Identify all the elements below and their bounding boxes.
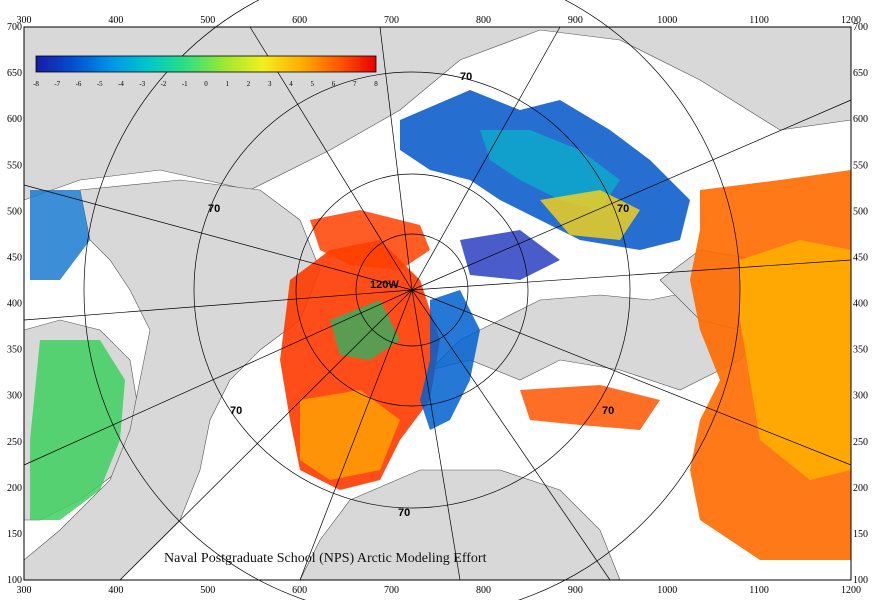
- colorbar-tick-label: 6: [332, 80, 336, 88]
- y-axis-tick-left: 200: [7, 483, 22, 494]
- x-axis-tick-bottom: 500: [200, 585, 215, 596]
- colorbar-scale: [35, 55, 377, 73]
- x-axis-tick-bottom: 1100: [749, 585, 769, 596]
- contour-label-120W: 120W: [370, 279, 399, 291]
- colorbar-tick-label: 8: [374, 80, 378, 88]
- x-axis-tick-top: 1000: [657, 15, 677, 26]
- x-axis-tick-bottom: 300: [17, 585, 32, 596]
- colorbar-tick-label: 2: [247, 80, 251, 88]
- colorbar-tick-label: -8: [33, 80, 39, 88]
- y-axis-tick-left: 400: [7, 299, 22, 310]
- x-axis-ticks-top: 300 400 500 600 700 800 900 1000 1100 1200: [17, 15, 862, 26]
- colorbar-tick-label: 1: [226, 80, 230, 88]
- colorbar-tick-labels: -8 -7 -6 -5 -4 -3 -2 -1 0 1 2 3 4 5 6 7 8: [33, 80, 378, 88]
- y-axis-tick-right: 650: [853, 68, 868, 79]
- x-axis-tick-top: 600: [292, 15, 307, 26]
- x-axis-tick-bottom: 800: [476, 585, 491, 596]
- colorbar-tick-label: 5: [311, 80, 315, 88]
- y-axis-tick-right: 100: [853, 575, 868, 586]
- colorbar-tick-label: 0: [204, 80, 208, 88]
- y-axis-tick-left: 450: [7, 252, 22, 263]
- contour-label-70: 70: [460, 71, 472, 83]
- contour-label-70: 70: [398, 507, 410, 519]
- y-axis-tick-left: 100: [7, 575, 22, 586]
- y-axis-tick-left: 600: [7, 114, 22, 125]
- colorbar-tick-label: -7: [54, 80, 60, 88]
- y-axis-ticks-left: 700 650 600 550 500 450 400 350 300 250 200 150 100: [7, 22, 22, 586]
- y-axis-tick-right: 550: [853, 160, 868, 171]
- y-axis-tick-left: 300: [7, 391, 22, 402]
- y-axis-tick-right: 250: [853, 437, 868, 448]
- x-axis-tick-bottom: 400: [108, 585, 123, 596]
- x-axis-tick-bottom: 900: [568, 585, 583, 596]
- x-axis-tick-bottom: 1200: [841, 585, 861, 596]
- x-axis-tick-bottom: 700: [384, 585, 399, 596]
- colorbar-tick-label: -6: [76, 80, 82, 88]
- x-axis-ticks-bottom: 300 400 500 600 700 800 900 1000 1100 1200: [17, 585, 862, 596]
- x-axis-tick-top: 1200: [841, 15, 861, 26]
- x-axis-tick-top: 500: [200, 15, 215, 26]
- y-axis-tick-right: 450: [853, 252, 868, 263]
- y-axis-tick-left: 500: [7, 206, 22, 217]
- map-frame: [23, 26, 852, 581]
- colorbar: -8 -7 -6 -5 -4 -3 -2 -1 0 1 2 3 4 5 6 7 8: [33, 55, 378, 88]
- x-axis-tick-top: 1100: [749, 15, 769, 26]
- x-axis-tick-bottom: 1000: [657, 585, 677, 596]
- x-axis-tick-top: 400: [108, 15, 123, 26]
- credit-text: Naval Postgraduate School (NPS) Arctic M…: [164, 551, 487, 566]
- colorbar-tick-label: 4: [289, 80, 293, 88]
- colorbar-tick-label: -5: [97, 80, 103, 88]
- x-axis-tick-bottom: 600: [292, 585, 307, 596]
- contour-label-70: 70: [602, 405, 614, 417]
- contour-labels: 70 70 70 70 70 70 120W: [208, 71, 629, 519]
- x-axis-tick-top: 300: [17, 15, 32, 26]
- colorbar-tick-label: -2: [161, 80, 167, 88]
- contour-label-70: 70: [617, 203, 629, 215]
- x-axis-tick-top: 800: [476, 15, 491, 26]
- colorbar-tick-label: -1: [182, 80, 188, 88]
- y-axis-tick-right: 400: [853, 299, 868, 310]
- contour-label-70: 70: [230, 405, 242, 417]
- y-axis-tick-right: 350: [853, 345, 868, 356]
- colorbar-tick-label: -4: [118, 80, 124, 88]
- y-axis-tick-left: 250: [7, 437, 22, 448]
- colorbar-tick-label: 7: [353, 80, 357, 88]
- y-axis-tick-left: 150: [7, 529, 22, 540]
- y-axis-tick-right: 600: [853, 114, 868, 125]
- y-axis-tick-left: 700: [7, 22, 22, 33]
- y-axis-tick-left: 550: [7, 160, 22, 171]
- colorbar-tick-label: 3: [268, 80, 272, 88]
- contour-label-70: 70: [208, 203, 220, 215]
- y-axis-tick-right: 150: [853, 529, 868, 540]
- colorbar-tick-label: -3: [139, 80, 145, 88]
- y-axis-tick-left: 350: [7, 345, 22, 356]
- y-axis-tick-right: 700: [853, 22, 868, 33]
- x-axis-tick-top: 700: [384, 15, 399, 26]
- x-axis-tick-top: 900: [568, 15, 583, 26]
- y-axis-tick-right: 300: [853, 391, 868, 402]
- y-axis-tick-left: 650: [7, 68, 22, 79]
- y-axis-tick-right: 200: [853, 483, 868, 494]
- y-axis-tick-right: 500: [853, 206, 868, 217]
- y-axis-ticks-right: 700 650 600 550 500 450 400 350 300 250 200 150 100: [853, 22, 868, 586]
